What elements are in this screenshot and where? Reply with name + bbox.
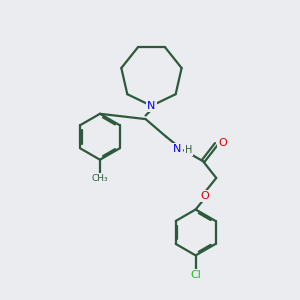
Text: N: N [147,101,156,111]
Text: O: O [218,138,227,148]
Text: Cl: Cl [190,269,201,280]
Text: H: H [185,145,193,155]
Text: N: N [173,143,182,154]
Text: O: O [200,190,209,201]
Text: CH₃: CH₃ [92,174,108,183]
